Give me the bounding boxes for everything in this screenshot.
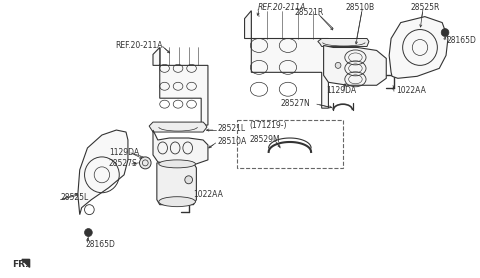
Circle shape [140,157,151,169]
Circle shape [84,229,92,237]
Bar [237,120,343,168]
Circle shape [185,176,192,184]
Circle shape [335,62,341,68]
Ellipse shape [159,160,195,168]
Text: 28165D: 28165D [85,240,115,249]
Text: 28510B: 28510B [346,3,375,12]
Polygon shape [245,11,328,108]
Polygon shape [78,130,128,215]
Ellipse shape [159,197,195,207]
Text: 1022AA: 1022AA [193,190,223,199]
Polygon shape [153,130,208,165]
Polygon shape [157,163,196,205]
Polygon shape [149,122,207,132]
Text: 1129DA: 1129DA [109,148,140,157]
Text: 28521R: 28521R [295,8,324,17]
Circle shape [441,29,449,36]
Text: 28525L: 28525L [60,193,89,202]
Polygon shape [153,48,208,125]
Text: (171219-): (171219-) [250,121,287,130]
Text: REF.20-211A: REF.20-211A [258,3,306,12]
Polygon shape [22,259,30,267]
Polygon shape [324,46,386,85]
Text: 1129DA: 1129DA [326,86,357,95]
Text: 28510A: 28510A [217,138,247,147]
Text: FR.: FR. [12,260,29,269]
Text: 28165D: 28165D [446,36,476,45]
Text: 28521L: 28521L [217,123,246,133]
Polygon shape [318,39,369,46]
Text: 28527N: 28527N [280,99,310,108]
Text: 28525R: 28525R [410,3,440,12]
Text: 28529M: 28529M [250,135,280,145]
Text: 28527S: 28527S [108,159,137,168]
Text: 1022AA: 1022AA [396,86,426,95]
Polygon shape [389,17,448,78]
Text: REF.20-211A: REF.20-211A [115,41,163,50]
